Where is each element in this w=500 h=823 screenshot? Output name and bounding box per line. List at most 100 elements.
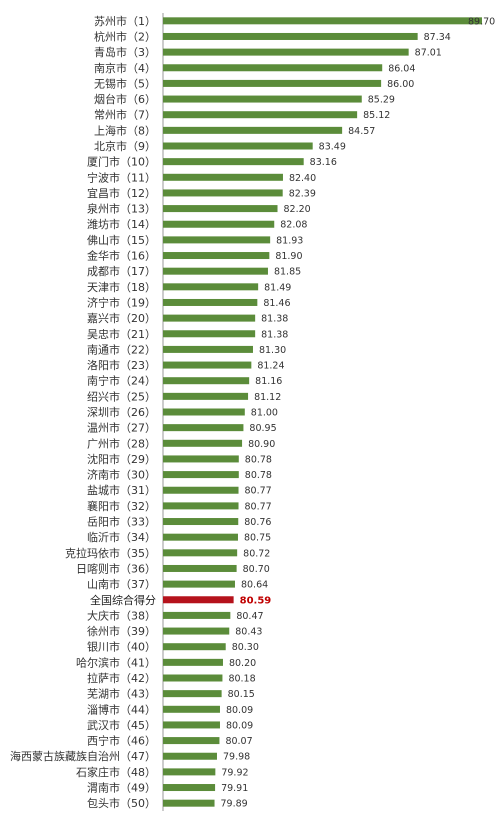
bar	[163, 345, 253, 353]
bar	[163, 784, 216, 792]
bar	[163, 737, 220, 745]
value-label: 80.09	[226, 720, 253, 731]
bar	[163, 611, 231, 619]
category-label: 南宁市（24）	[87, 374, 156, 388]
category-label: 烟台市（6）	[94, 92, 156, 106]
value-label: 79.91	[221, 783, 248, 794]
bar	[163, 439, 243, 447]
bar	[163, 64, 383, 72]
bar	[163, 17, 482, 25]
category-label: 金华市（16）	[87, 249, 156, 263]
bar	[163, 126, 343, 134]
category-label: 洛阳市（23）	[87, 358, 156, 372]
bar	[163, 705, 220, 713]
bar	[163, 48, 409, 56]
category-label: 徐州市（39）	[87, 624, 156, 638]
bar	[163, 643, 226, 651]
value-label: 81.30	[259, 345, 286, 356]
value-label: 80.09	[226, 705, 253, 716]
value-label: 81.49	[264, 282, 291, 293]
category-label: 石家庄市（48）	[76, 765, 156, 779]
category-label: 襄阳市（32）	[87, 499, 156, 513]
category-label: 深圳市（26）	[87, 405, 156, 419]
category-label: 芜湖市（43）	[87, 687, 156, 701]
category-label: 拉萨市（42）	[87, 671, 156, 685]
category-label: 常州市（7）	[94, 108, 156, 122]
value-label: 82.20	[284, 204, 311, 215]
category-label: 成都市（17）	[87, 264, 156, 278]
category-label: 宁波市（11）	[87, 170, 156, 184]
value-label: 80.47	[236, 611, 263, 622]
value-label: 81.85	[274, 267, 301, 278]
category-label: 佛山市（15）	[87, 233, 156, 247]
value-label: 85.12	[363, 110, 390, 121]
bar	[163, 111, 358, 119]
category-label: 海西蒙古族藏族自治州（47）	[10, 749, 156, 763]
value-label: 80.07	[225, 736, 252, 747]
value-label: 80.75	[244, 533, 271, 544]
bar	[163, 361, 252, 369]
category-label: 济南市（30）	[87, 468, 156, 482]
category-label: 泉州市（13）	[87, 202, 156, 216]
category-label: 厦门市（10）	[87, 155, 156, 169]
value-label: 81.46	[263, 298, 290, 309]
bar	[163, 533, 238, 541]
category-label: 苏州市（1）	[94, 14, 156, 28]
value-label: 80.77	[245, 486, 272, 497]
bar-highlight	[163, 596, 234, 604]
bar	[163, 158, 304, 166]
value-label: 80.30	[232, 642, 259, 653]
bar	[163, 752, 217, 760]
category-label: 盐城市（31）	[87, 483, 156, 497]
category-label: 嘉兴市（20）	[87, 311, 156, 325]
category-label: 日喀则市（36）	[76, 561, 156, 575]
category-label: 包头市（50）	[87, 796, 156, 810]
value-label: 80.43	[235, 627, 262, 638]
category-label: 无锡市（5）	[94, 76, 156, 90]
value-label: 79.92	[221, 767, 248, 778]
value-label: 85.29	[368, 95, 395, 106]
bar	[163, 721, 220, 729]
bar	[163, 392, 249, 400]
bar	[163, 79, 382, 87]
bar	[163, 627, 230, 635]
bar	[163, 189, 283, 197]
category-label: 克拉玛依市（35）	[65, 546, 156, 560]
value-label: 80.18	[228, 674, 255, 685]
bar	[163, 252, 270, 260]
category-label: 淄博市（44）	[87, 702, 156, 716]
bars	[163, 17, 482, 807]
value-label: 80.78	[245, 454, 272, 465]
value-label: 86.04	[388, 63, 415, 74]
value-label: 83.16	[310, 157, 337, 168]
category-label: 临沂市（34）	[87, 530, 156, 544]
value-label: 80.95	[249, 423, 276, 434]
bar	[163, 564, 237, 572]
value-label: 79.89	[221, 799, 248, 810]
category-label: 广州市（28）	[87, 436, 156, 450]
bar	[163, 142, 313, 150]
category-label: 潍坊市（14）	[87, 217, 156, 231]
value-label: 82.40	[289, 173, 316, 184]
value-label: 86.00	[387, 79, 414, 90]
value-label: 81.38	[261, 329, 288, 340]
value-label: 81.16	[255, 376, 282, 387]
value-label: 80.70	[243, 564, 270, 575]
bar	[163, 768, 216, 776]
value-label: 82.08	[280, 220, 307, 231]
bar	[163, 205, 278, 213]
bar	[163, 173, 283, 181]
bar	[163, 549, 238, 557]
value-label: 79.98	[223, 752, 250, 763]
value-label: 80.20	[229, 658, 256, 669]
bar	[163, 799, 215, 807]
value-label: 83.49	[319, 142, 346, 153]
value-label: 87.34	[424, 32, 451, 43]
category-label: 宜昌市（12）	[87, 186, 156, 200]
category-label: 天津市（18）	[87, 280, 156, 294]
bar	[163, 455, 239, 463]
value-label: 80.15	[228, 689, 255, 700]
value-label: 81.90	[275, 251, 302, 262]
bar	[163, 267, 268, 275]
